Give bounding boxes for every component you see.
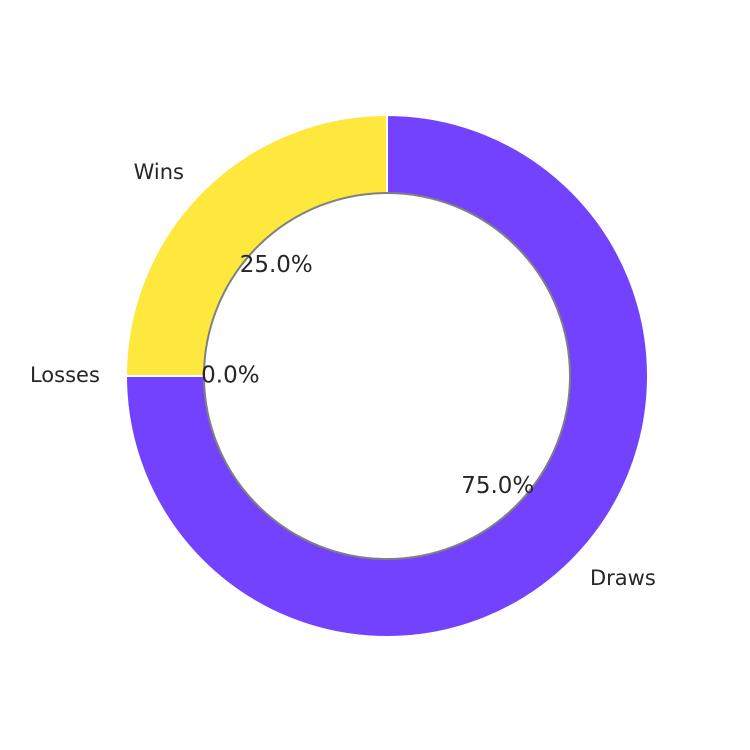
donut-hole <box>203 192 571 560</box>
slice-label-wins: Wins <box>134 160 184 184</box>
pct-label-losses: 0.0% <box>201 363 259 389</box>
slice-label-draws: Draws <box>590 566 656 590</box>
labels-group: Wins 25.0% Losses 0.0% Draws 75.0% <box>30 160 656 590</box>
pct-label-draws: 75.0% <box>461 473 534 499</box>
pct-label-wins: 25.0% <box>240 252 313 278</box>
slice-label-losses: Losses <box>30 363 100 387</box>
slice-draws <box>125 114 649 638</box>
